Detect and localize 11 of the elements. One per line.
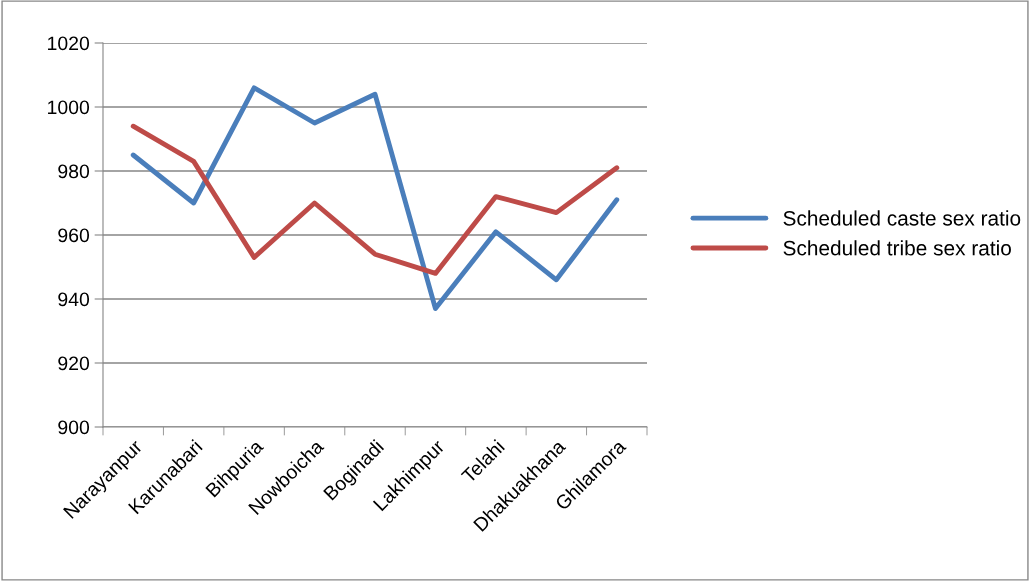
y-tick-label: 900 xyxy=(58,420,90,435)
legend-label: Scheduled caste sex ratio xyxy=(783,210,1021,226)
y-tick-label: 960 xyxy=(58,228,90,243)
y-tick-label: 920 xyxy=(58,356,90,371)
line-series xyxy=(130,123,620,276)
y-tick-label: 980 xyxy=(58,164,90,179)
line-series xyxy=(130,85,620,312)
y-tick-label: 1000 xyxy=(48,100,90,115)
legend-label: Scheduled tribe sex ratio xyxy=(783,240,1011,256)
y-tick-label: 1020 xyxy=(48,36,90,51)
y-tick-label: 940 xyxy=(58,292,90,307)
